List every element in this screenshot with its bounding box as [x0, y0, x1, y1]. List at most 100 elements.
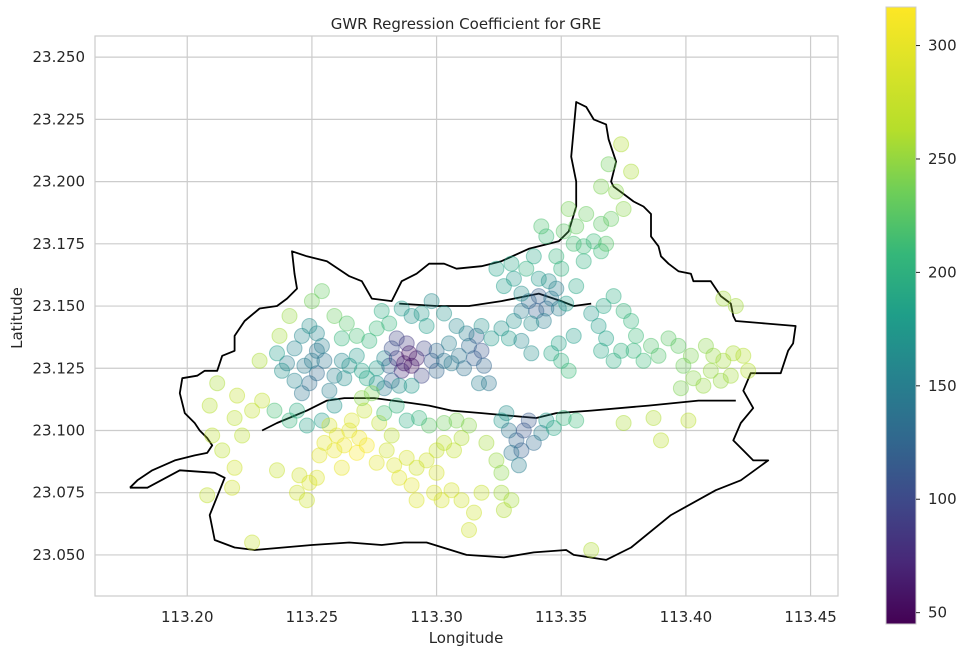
data-point [423, 352, 440, 369]
x-axis-label: Longitude [429, 629, 504, 647]
y-axis-label: Latitude [8, 287, 26, 349]
data-point [583, 305, 600, 322]
data-point [653, 432, 669, 449]
data-point [418, 318, 435, 334]
data-point [338, 315, 355, 332]
data-point [428, 342, 445, 359]
data-point [224, 479, 241, 496]
data-point [441, 335, 457, 352]
data-point [583, 542, 600, 558]
data-point [356, 402, 373, 419]
data-point [343, 412, 360, 429]
data-point [316, 352, 333, 369]
data-point [727, 298, 744, 314]
data-point [368, 454, 385, 471]
data-point [296, 357, 313, 374]
data-point [558, 295, 575, 312]
data-point [540, 273, 557, 290]
y-tick-label: 23.250 [33, 48, 86, 66]
data-point [560, 362, 577, 379]
data-point [269, 462, 285, 479]
data-point [488, 452, 505, 469]
data-point [608, 183, 625, 200]
data-point [251, 352, 268, 369]
data-point [289, 402, 305, 419]
data-point [623, 163, 640, 180]
data-point [461, 522, 477, 538]
x-tick-label: 113.20 [161, 608, 214, 626]
data-point [740, 362, 757, 379]
data-point [473, 318, 490, 334]
data-point [473, 484, 490, 501]
data-point [381, 315, 398, 332]
data-point [593, 243, 610, 260]
data-point [613, 342, 630, 359]
data-point [533, 218, 550, 235]
data-point [550, 335, 567, 352]
data-point [271, 327, 288, 344]
data-point [436, 305, 453, 322]
data-point [368, 360, 385, 377]
data-point [301, 375, 318, 392]
data-point [453, 492, 470, 509]
data-point [421, 417, 438, 434]
data-point [503, 492, 520, 509]
data-point [358, 437, 375, 454]
data-point [493, 484, 510, 501]
data-point [411, 410, 428, 426]
data-point [333, 459, 350, 476]
data-point [298, 492, 315, 509]
data-point [436, 415, 453, 431]
data-point [376, 380, 393, 397]
data-point [525, 434, 542, 451]
data-point [333, 352, 350, 369]
data-point [201, 397, 218, 414]
data-point [348, 444, 365, 461]
data-point [495, 502, 512, 519]
data-point [615, 201, 632, 217]
data-point [226, 459, 243, 476]
data-point [575, 238, 592, 255]
data-point [326, 397, 343, 414]
data-point [229, 387, 246, 404]
data-point [428, 464, 445, 481]
scatter-points [199, 136, 757, 558]
data-point [321, 417, 338, 434]
data-point [383, 372, 400, 389]
data-point [308, 469, 325, 486]
data-point [493, 412, 510, 429]
data-point [341, 357, 358, 374]
x-tick-label: 113.40 [660, 608, 713, 626]
data-point [575, 253, 592, 270]
data-point [538, 300, 555, 317]
data-point [476, 357, 492, 374]
colorbar-tick-label: 150 [928, 377, 957, 395]
x-tick-labels: 113.20 113.25 113.30 113.35 113.40 113.45 [161, 608, 837, 626]
data-point [473, 342, 490, 359]
data-point [336, 437, 353, 454]
data-point [388, 330, 405, 347]
data-point [398, 412, 415, 429]
data-point [376, 405, 393, 422]
data-point [553, 352, 570, 369]
data-point [321, 382, 338, 399]
data-point [391, 377, 408, 394]
data-point [456, 360, 472, 377]
data-point [520, 412, 537, 429]
data-point [593, 178, 610, 195]
data-point [381, 357, 398, 374]
data-point [518, 260, 535, 277]
data-point [715, 290, 732, 307]
data-point [446, 442, 462, 459]
data-point [353, 390, 370, 407]
data-point [510, 457, 527, 474]
colorbar-tick-label: 50 [928, 604, 947, 622]
data-point [436, 434, 453, 451]
data-point [416, 340, 433, 357]
data-point [403, 377, 420, 394]
data-point [301, 318, 318, 334]
data-point [605, 352, 622, 369]
data-point [313, 412, 330, 429]
data-point [500, 330, 517, 347]
data-point [493, 320, 510, 337]
